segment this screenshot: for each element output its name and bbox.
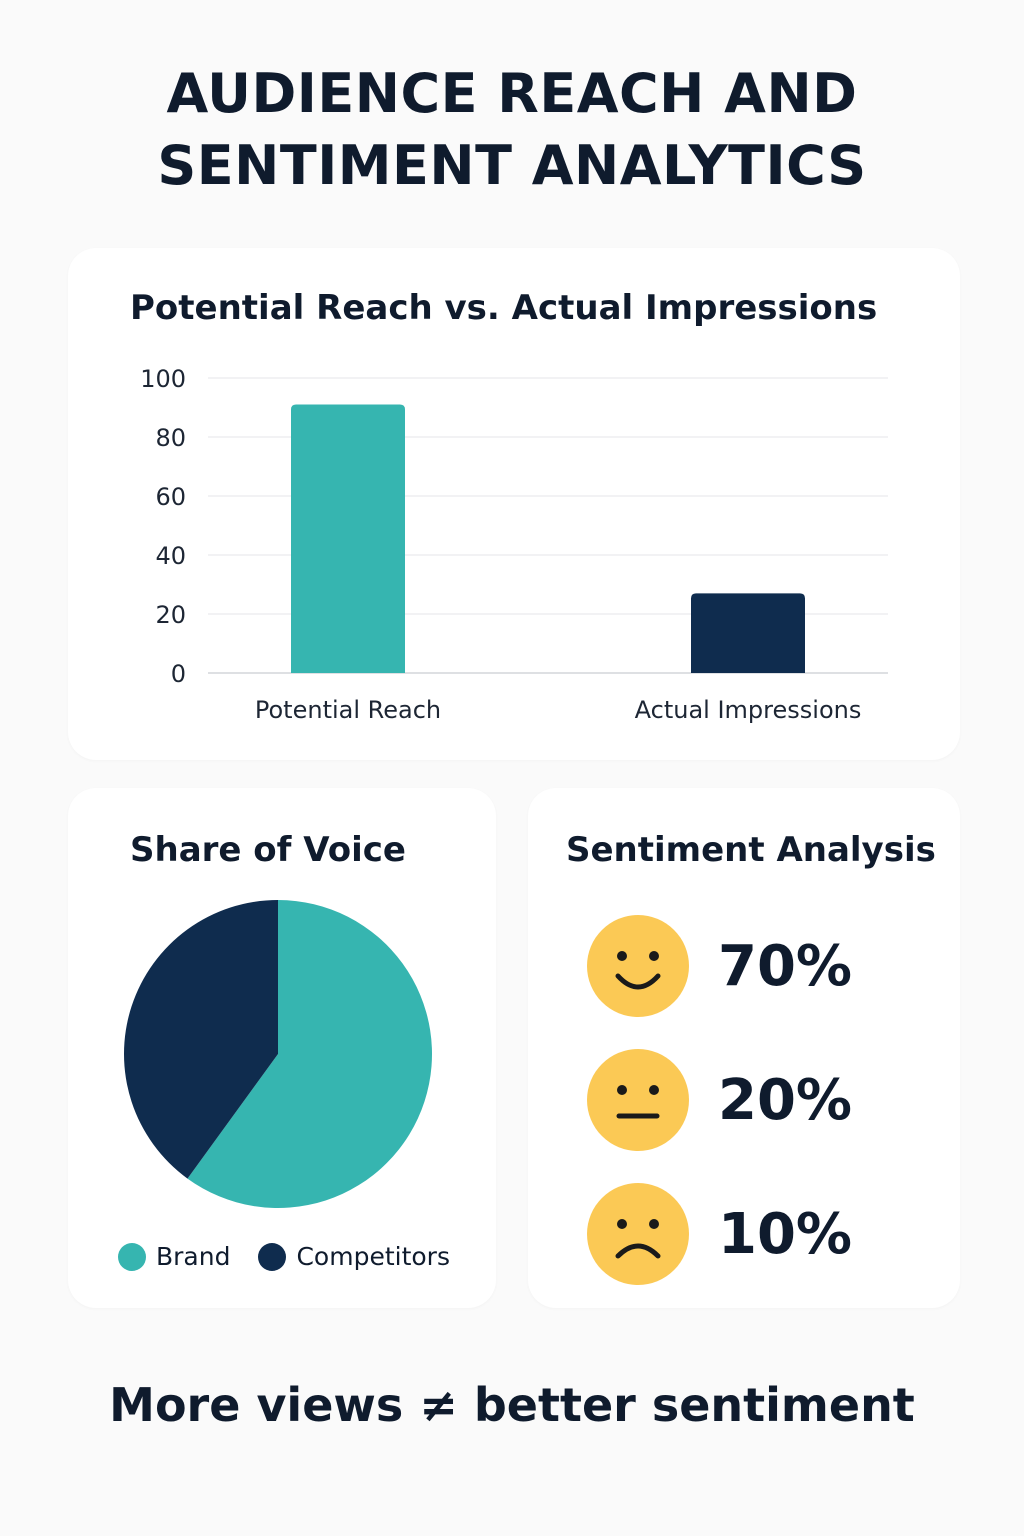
bar-actual-impressions [691, 593, 805, 673]
footer-caption: More views ≠ better sentiment [109, 1378, 915, 1432]
bar-chart-card: Potential Reach vs. Actual Impressions 0… [68, 248, 960, 760]
neutral-face-icon [587, 1049, 689, 1151]
page-title-line-1: AUDIENCE REACH AND [166, 62, 858, 125]
pie-chart-title: Share of Voice [130, 830, 406, 870]
sentiment-value-neutral: 20% [718, 1067, 853, 1133]
y-tick-label: 0 [171, 660, 186, 688]
sentiment-row-positive: 70% [586, 914, 852, 1018]
bar-chart-title: Potential Reach vs. Actual Impressions [130, 288, 878, 328]
y-tick-label: 60 [155, 483, 186, 511]
legend-label-competitors: Competitors [296, 1242, 450, 1271]
legend-swatch-competitors [258, 1242, 287, 1271]
y-tick-label: 20 [155, 601, 186, 629]
sentiment-row-neutral: 20% [586, 1048, 852, 1152]
positive-face-icon [587, 915, 689, 1017]
legend-swatch-brand [118, 1242, 146, 1271]
negative-face-icon [587, 1183, 689, 1285]
sentiment-value-positive: 70% [718, 933, 853, 999]
y-tick-label: 40 [155, 542, 186, 570]
legend-item-brand: Brand [118, 1242, 230, 1271]
sentiment-card: Sentiment Analysis 70% 20% 10% [528, 788, 960, 1308]
pie-chart-card: Share of Voice Brand Competitors [68, 788, 496, 1308]
legend-item-competitors: Competitors [258, 1242, 450, 1271]
legend-label-brand: Brand [156, 1242, 231, 1271]
bar-chart: 0 20 40 60 80 100 Potential Reach Actual Impres… [140, 365, 888, 724]
y-tick-label: 80 [155, 424, 186, 452]
bar-potential-reach [291, 404, 405, 673]
pie-slice-competitors [124, 900, 278, 1179]
sentiment-title: Sentiment Analysis [566, 830, 936, 870]
x-tick-label: Actual Impressions [635, 696, 862, 724]
pie-slice-brand [187, 900, 432, 1208]
y-tick-label: 100 [140, 365, 186, 393]
pie-legend: Brand Competitors [118, 1242, 450, 1271]
x-tick-label: Potential Reach [255, 696, 441, 724]
sentiment-row-negative: 10% [586, 1182, 852, 1286]
pie-chart [124, 900, 432, 1208]
page-title-line-2: SENTIMENT ANALYTICS [157, 134, 867, 197]
sentiment-value-negative: 10% [718, 1201, 853, 1267]
page-title: AUDIENCE REACH AND SENTIMENT ANALYTICS [0, 58, 1024, 202]
